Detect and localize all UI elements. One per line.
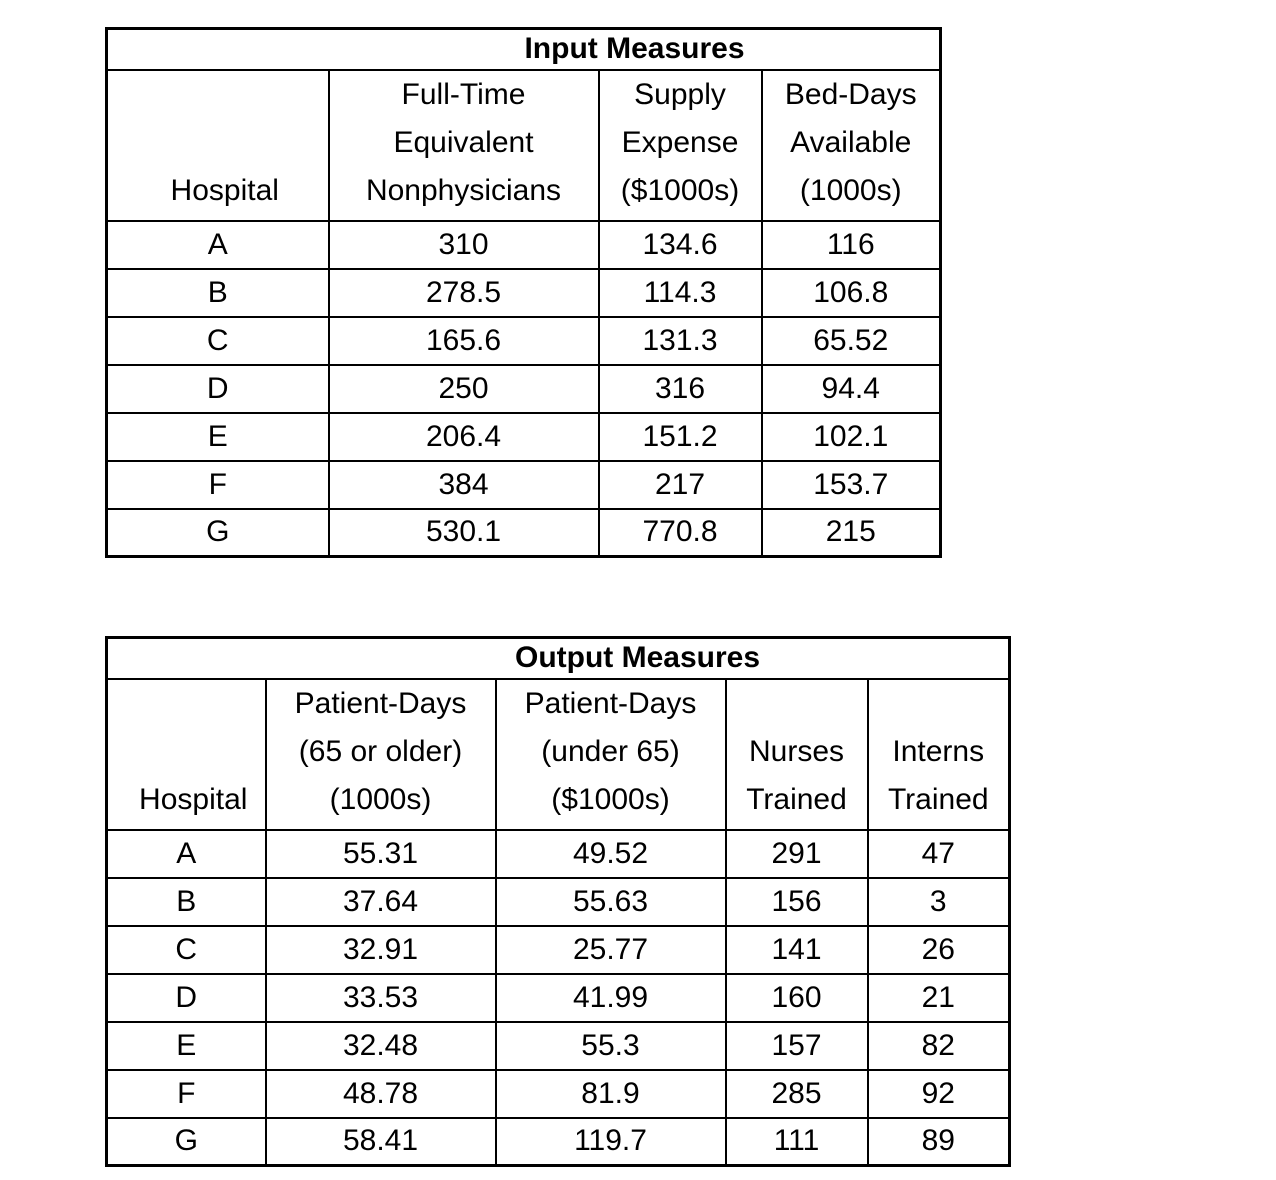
hospital-cell: F [105,459,330,510]
value-cell: 48.78 [264,1068,497,1119]
value-cell: 58.41 [264,1116,497,1167]
hospital-cell: C [105,924,267,975]
value-cell: 32.91 [264,924,497,975]
value-cell: 116 [760,219,942,270]
value-cell: 134.6 [597,219,763,270]
input-column-header-bed-days: Bed-Days Available (1000s) [760,68,942,222]
value-cell: 291 [724,828,869,879]
input-table-row: E 206.4 151.2 102.1 [105,411,942,462]
value-cell: 106.8 [760,267,942,318]
value-cell: 114.3 [597,267,763,318]
input-measures-table: Input Measures Hospital Full-Time Equiva… [105,27,942,558]
value-cell: 157 [724,1020,869,1071]
hospital-cell: G [105,1116,267,1167]
input-table-row: D 250 316 94.4 [105,363,942,414]
value-cell: 25.77 [494,924,727,975]
hospital-cell: B [105,267,330,318]
value-cell: 37.64 [264,876,497,927]
value-cell: 55.3 [494,1020,727,1071]
value-cell: 770.8 [597,507,763,558]
output-measures-table: Output Measures Hospital Patient-Days (6… [105,636,1012,1167]
hospital-cell: D [105,972,267,1023]
hospital-cell: B [105,876,267,927]
input-table-row: G 530.1 770.8 215 [105,507,942,558]
output-table-row: D 33.53 41.99 160 21 [105,972,1011,1023]
value-cell: 156 [724,876,869,927]
value-cell: 81.9 [494,1068,727,1119]
output-column-header-interns-trained: Interns Trained [866,677,1011,831]
output-table-row: G 58.41 119.7 111 89 [105,1116,1011,1167]
value-cell: 111 [724,1116,869,1167]
output-table-row: C 32.91 25.77 141 26 [105,924,1011,975]
value-cell: 217 [597,459,763,510]
input-column-header-fte-nonphysicians: Full-Time Equivalent Nonphysicians [327,68,600,222]
output-column-header-patient-days-under-65: Patient-Days (under 65) ($1000s) [494,677,727,831]
output-column-header-patient-days-65-or-older: Patient-Days (65 or older) (1000s) [264,677,497,831]
value-cell: 151.2 [597,411,763,462]
value-cell: 3 [866,876,1011,927]
input-table-header-row: Hospital Full-Time Equivalent Nonphysici… [105,68,942,222]
value-cell: 285 [724,1068,869,1119]
hospital-cell: D [105,363,330,414]
value-cell: 55.31 [264,828,497,879]
output-table-title-cell: Output Measures [105,636,1011,680]
value-cell: 33.53 [264,972,497,1023]
value-cell: 215 [760,507,942,558]
value-cell: 65.52 [760,315,942,366]
output-table-row: F 48.78 81.9 285 92 [105,1068,1011,1119]
value-cell: 94.4 [760,363,942,414]
input-table-title-row: Input Measures [105,27,942,71]
value-cell: 160 [724,972,869,1023]
value-cell: 102.1 [760,411,942,462]
value-cell: 47 [866,828,1011,879]
hospital-cell: A [105,828,267,879]
input-table-title-cell: Input Measures [105,27,942,71]
value-cell: 26 [866,924,1011,975]
input-table-row: C 165.6 131.3 65.52 [105,315,942,366]
value-cell: 310 [327,219,600,270]
input-table-title: Input Measures [524,32,745,66]
value-cell: 131.3 [597,315,763,366]
value-cell: 530.1 [327,507,600,558]
hospital-cell: G [105,507,330,558]
value-cell: 384 [327,459,600,510]
value-cell: 206.4 [327,411,600,462]
value-cell: 250 [327,363,600,414]
value-cell: 21 [866,972,1011,1023]
value-cell: 32.48 [264,1020,497,1071]
hospital-cell: E [105,1020,267,1071]
output-table-row: A 55.31 49.52 291 47 [105,828,1011,879]
input-table-row: F 384 217 153.7 [105,459,942,510]
value-cell: 165.6 [327,315,600,366]
value-cell: 153.7 [760,459,942,510]
hospital-cell: C [105,315,330,366]
output-table-title-row: Output Measures [105,636,1011,680]
value-cell: 55.63 [494,876,727,927]
value-cell: 278.5 [327,267,600,318]
value-cell: 141 [724,924,869,975]
output-table-row: B 37.64 55.63 156 3 [105,876,1011,927]
input-hospital-column-header: Hospital [105,68,330,222]
input-column-header-supply-expense: Supply Expense ($1000s) [597,68,763,222]
output-table-header-row: Hospital Patient-Days (65 or older) (100… [105,677,1011,831]
value-cell: 41.99 [494,972,727,1023]
hospital-cell: A [105,219,330,270]
hospital-cell: F [105,1068,267,1119]
value-cell: 316 [597,363,763,414]
value-cell: 119.7 [494,1116,727,1167]
input-table-row: A 310 134.6 116 [105,219,942,270]
output-table-row: E 32.48 55.3 157 82 [105,1020,1011,1071]
value-cell: 82 [866,1020,1011,1071]
hospital-cell: E [105,411,330,462]
value-cell: 89 [866,1116,1011,1167]
output-hospital-column-header: Hospital [105,677,267,831]
value-cell: 49.52 [494,828,727,879]
output-table-title: Output Measures [514,641,761,675]
output-column-header-nurses-trained: Nurses Trained [724,677,869,831]
value-cell: 92 [866,1068,1011,1119]
input-table-row: B 278.5 114.3 106.8 [105,267,942,318]
